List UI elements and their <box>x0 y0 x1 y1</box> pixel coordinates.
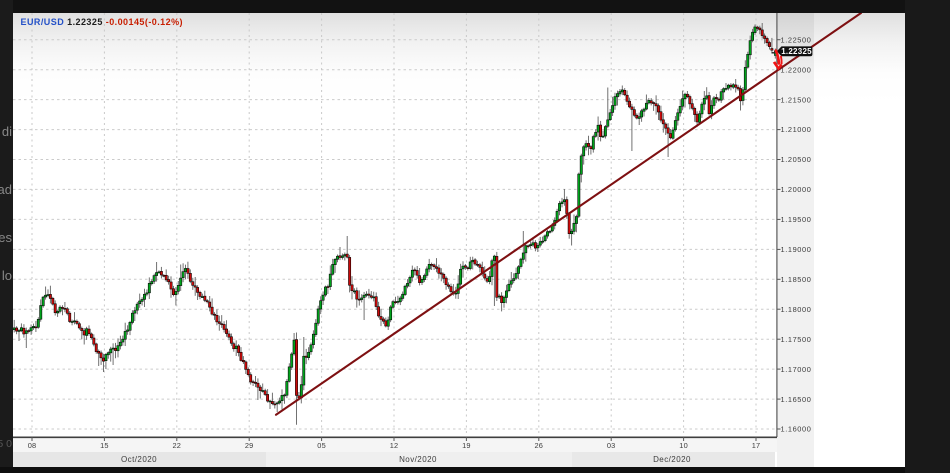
svg-text:26: 26 <box>534 441 543 450</box>
svg-text:1.17000: 1.17000 <box>781 365 812 374</box>
svg-text:1.16500: 1.16500 <box>781 395 812 404</box>
svg-text:05: 05 <box>317 441 326 450</box>
svg-text:19: 19 <box>462 441 471 450</box>
svg-text:10: 10 <box>679 441 688 450</box>
svg-text:17: 17 <box>752 441 761 450</box>
svg-text:1.20500: 1.20500 <box>781 155 812 164</box>
svg-text:1.22500: 1.22500 <box>781 35 812 44</box>
svg-text:1.19500: 1.19500 <box>781 215 812 224</box>
svg-text:08: 08 <box>28 441 37 450</box>
svg-text:29: 29 <box>245 441 254 450</box>
svg-text:1.17500: 1.17500 <box>781 335 812 344</box>
svg-text:1.22000: 1.22000 <box>781 65 812 74</box>
svg-text:12: 12 <box>390 441 399 450</box>
svg-text:03: 03 <box>607 441 616 450</box>
svg-text:22: 22 <box>172 441 181 450</box>
svg-text:1.19000: 1.19000 <box>781 245 812 254</box>
svg-text:1.21500: 1.21500 <box>781 95 812 104</box>
svg-text:1.20000: 1.20000 <box>781 185 812 194</box>
svg-text:1.22325: 1.22325 <box>781 47 812 56</box>
svg-text:1.21000: 1.21000 <box>781 125 812 134</box>
svg-text:1.18000: 1.18000 <box>781 305 812 314</box>
svg-text:1.18500: 1.18500 <box>781 275 812 284</box>
svg-text:15: 15 <box>100 441 109 450</box>
svg-text:1.16000: 1.16000 <box>781 425 812 434</box>
